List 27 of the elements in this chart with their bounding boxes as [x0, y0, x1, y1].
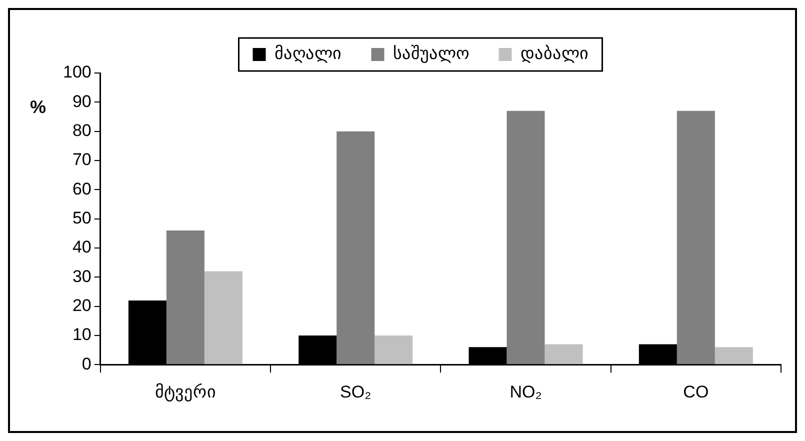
x-tick-label: SO₂ [340, 382, 372, 402]
y-tick-label: 10 [72, 325, 92, 344]
bar [506, 110, 545, 364]
y-tick-label: 30 [72, 266, 92, 286]
y-tick-label: 90 [72, 92, 92, 111]
legend-label: საშუალო [392, 44, 469, 64]
bar [336, 131, 375, 364]
y-tick-label: 60 [72, 179, 92, 198]
y-axis-title: % [30, 96, 46, 117]
y-tick-label: 80 [72, 121, 92, 140]
y-tick-label: 70 [72, 150, 92, 170]
y-tick-label: 40 [72, 238, 92, 257]
bar [374, 335, 413, 364]
x-tick-label: მტვერი [154, 382, 216, 402]
y-tick-label: 0 [82, 354, 92, 374]
legend-label: დაბალი [520, 44, 588, 64]
legend-label: მაღალი [274, 44, 342, 64]
y-tick-label: 100 [62, 62, 92, 82]
bar [204, 271, 242, 364]
y-tick-label: 50 [72, 208, 92, 228]
bar [676, 110, 715, 364]
bar [166, 230, 204, 364]
x-tick-label: CO [683, 382, 709, 402]
bar [714, 347, 753, 364]
y-tick-label: 20 [72, 296, 92, 315]
bar [544, 344, 583, 364]
x-tick-label: NO₂ [510, 382, 542, 402]
